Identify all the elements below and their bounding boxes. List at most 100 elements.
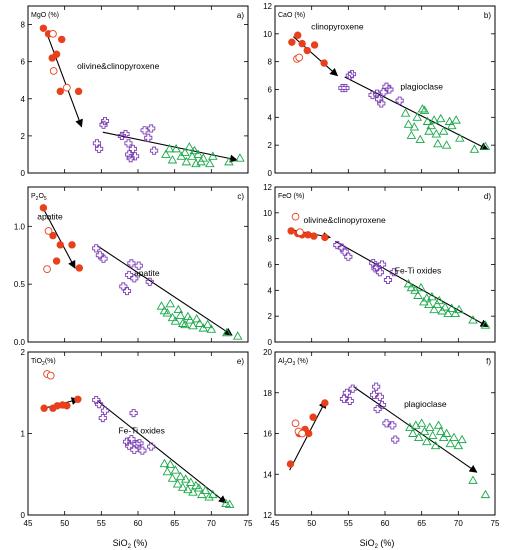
panel-f-point-triangle (416, 418, 427, 427)
panel-d-point-triangle (413, 290, 423, 299)
panel-e-point-cross (100, 406, 110, 415)
panel-e-xlabel: SiO2 (%) (113, 538, 148, 550)
panel-d-ytick-label: 12 (263, 183, 272, 192)
panel-e-point-triangle (188, 487, 198, 496)
panel-e-point-triangle (177, 482, 188, 491)
panel-d-point-triangle (403, 278, 414, 288)
panel-b-point-cross (379, 88, 388, 97)
panel-f-ylabel: Al2O3 (%) (278, 358, 308, 367)
panel-e-xtick-label: 60 (134, 519, 143, 528)
panel-a-point-triangle (189, 145, 200, 155)
panel-d-point-open-circle (291, 212, 300, 221)
panel-c-point-triangle (221, 327, 232, 337)
panel-b-point-triangle (415, 134, 425, 144)
panel-b-ytick-label: 0 (268, 169, 273, 178)
panel-c-frame (27, 186, 249, 343)
panel-d-point-cross (369, 259, 378, 268)
panel-e-point-cross (132, 440, 141, 449)
panel-a-point-triangle (235, 153, 245, 162)
panel-a-point-triangle (205, 158, 215, 168)
panel-f-point-triangle (405, 422, 415, 431)
panel-f-point-cross (388, 421, 397, 430)
panel-f-point-triangle (427, 430, 438, 439)
panel-f-point-triangle (422, 436, 432, 446)
panel-f-ylabel-sub1: 2 (284, 361, 287, 367)
panel-f-xlabel-sio: SiO (360, 538, 375, 548)
panel-f-point-triangle (419, 426, 430, 435)
panel-c-point-triangle (156, 301, 167, 310)
panel-b-point-filled-circle (294, 31, 302, 39)
panel-e-point-triangle (197, 489, 207, 499)
panel-c-point-triangle (175, 310, 186, 319)
panel-d-ytick-label: 0 (268, 338, 273, 347)
panel-e-point-filled-circle (40, 404, 48, 412)
panel-c-annotation: apatite (134, 268, 160, 278)
panel-e-point-triangle (194, 483, 204, 492)
panel-f-xlabel-sub: 2 (375, 544, 379, 550)
panel-e-trend-arrow (97, 400, 227, 504)
panel-e-point-triangle (224, 499, 235, 508)
panel-e-xlabel-sub: 2 (128, 544, 132, 550)
panel-d-annotation: Fe-Ti oxides (395, 266, 441, 276)
panel-f-point-cross (378, 400, 387, 410)
panel-b-point-cross (375, 95, 384, 104)
panel-b-trend-arrow (344, 76, 489, 150)
panel-e-point-triangle (167, 473, 178, 482)
panel-d-point-cross (344, 252, 353, 261)
panel-a-point-triangle (180, 147, 190, 157)
panel-f-point-cross (375, 392, 384, 401)
panel-a-point-open-circle (63, 83, 71, 92)
panel-d-point-filled-circle (310, 232, 318, 240)
panel-b-point-triangle (403, 119, 414, 128)
panel-a-ytick-label: 6 (21, 58, 26, 67)
panel-a-point-cross (150, 146, 159, 155)
panel-f-point-cross (372, 382, 381, 391)
panel-a-point-triangle (171, 143, 181, 153)
panel-b-point-filled-circle (320, 59, 328, 67)
panel-c-point-triangle (191, 313, 202, 323)
panel-e-point-triangle (175, 471, 186, 481)
panel-d-ytick-label: 2 (268, 312, 273, 321)
panel-a-point-cross (92, 139, 101, 148)
panel-f-xtick-label: 50 (307, 519, 316, 528)
panel-c-point-triangle (232, 331, 243, 340)
panel-a-point-filled-circle (48, 54, 56, 62)
panel-a-ytick-label: 8 (21, 21, 26, 30)
panel-c-ytick-label: 0.0 (14, 338, 26, 347)
panel-a-point-triangle (187, 151, 198, 160)
panel-f-point-cross (339, 394, 348, 403)
panel-f-point-triangle (480, 489, 491, 499)
panel-d-point-triangle (480, 320, 491, 329)
panel-b-point-triangle (431, 129, 442, 138)
panel-d-point-filled-circle (287, 227, 295, 235)
panel-b-point-triangle (469, 144, 480, 153)
panel-b-point-filled-circle (288, 38, 296, 46)
panel-f-xtick-label: 65 (417, 519, 426, 528)
panel-a-point-triangle (164, 143, 175, 153)
panel-a-point-filled-circle (56, 87, 64, 96)
panel-b-point-cross (341, 84, 350, 93)
panel-e-ytick-label: 1 (21, 430, 26, 439)
panel-b-point-filled-circle (303, 46, 311, 55)
panel-e-point-triangle (172, 479, 183, 488)
panel-c-point-cross (127, 259, 136, 268)
panel-d-point-filled-circle (321, 233, 329, 242)
panel-d-point-cross (333, 241, 342, 250)
panel-e-ylabel-tio: TiO (31, 358, 43, 365)
panel-a-point-filled-circle (74, 87, 83, 96)
panel-f-ytick-label: 20 (263, 348, 272, 357)
panel-d-point-triangle (434, 295, 445, 305)
panel-d-point-cross (378, 260, 387, 269)
panel-b-point-triangle (417, 104, 428, 113)
panel-f-point-cross (391, 435, 400, 444)
panel-d-annotation: olivine&clinopyroxene (304, 215, 386, 225)
panel-e-point-open-circle (46, 371, 55, 380)
panel-f-xlabel: SiO2 (%) (360, 538, 395, 550)
panel-b-point-triangle (438, 126, 449, 135)
panel-e-point-cross (147, 442, 156, 451)
panel-d-point-triangle (443, 308, 453, 318)
panel-b-point-triangle (412, 112, 423, 121)
panel-f-point-triangle (435, 426, 446, 435)
panel-f-ylabel-al: Al (278, 358, 285, 365)
panel-f-ytick-label: 14 (263, 470, 272, 479)
